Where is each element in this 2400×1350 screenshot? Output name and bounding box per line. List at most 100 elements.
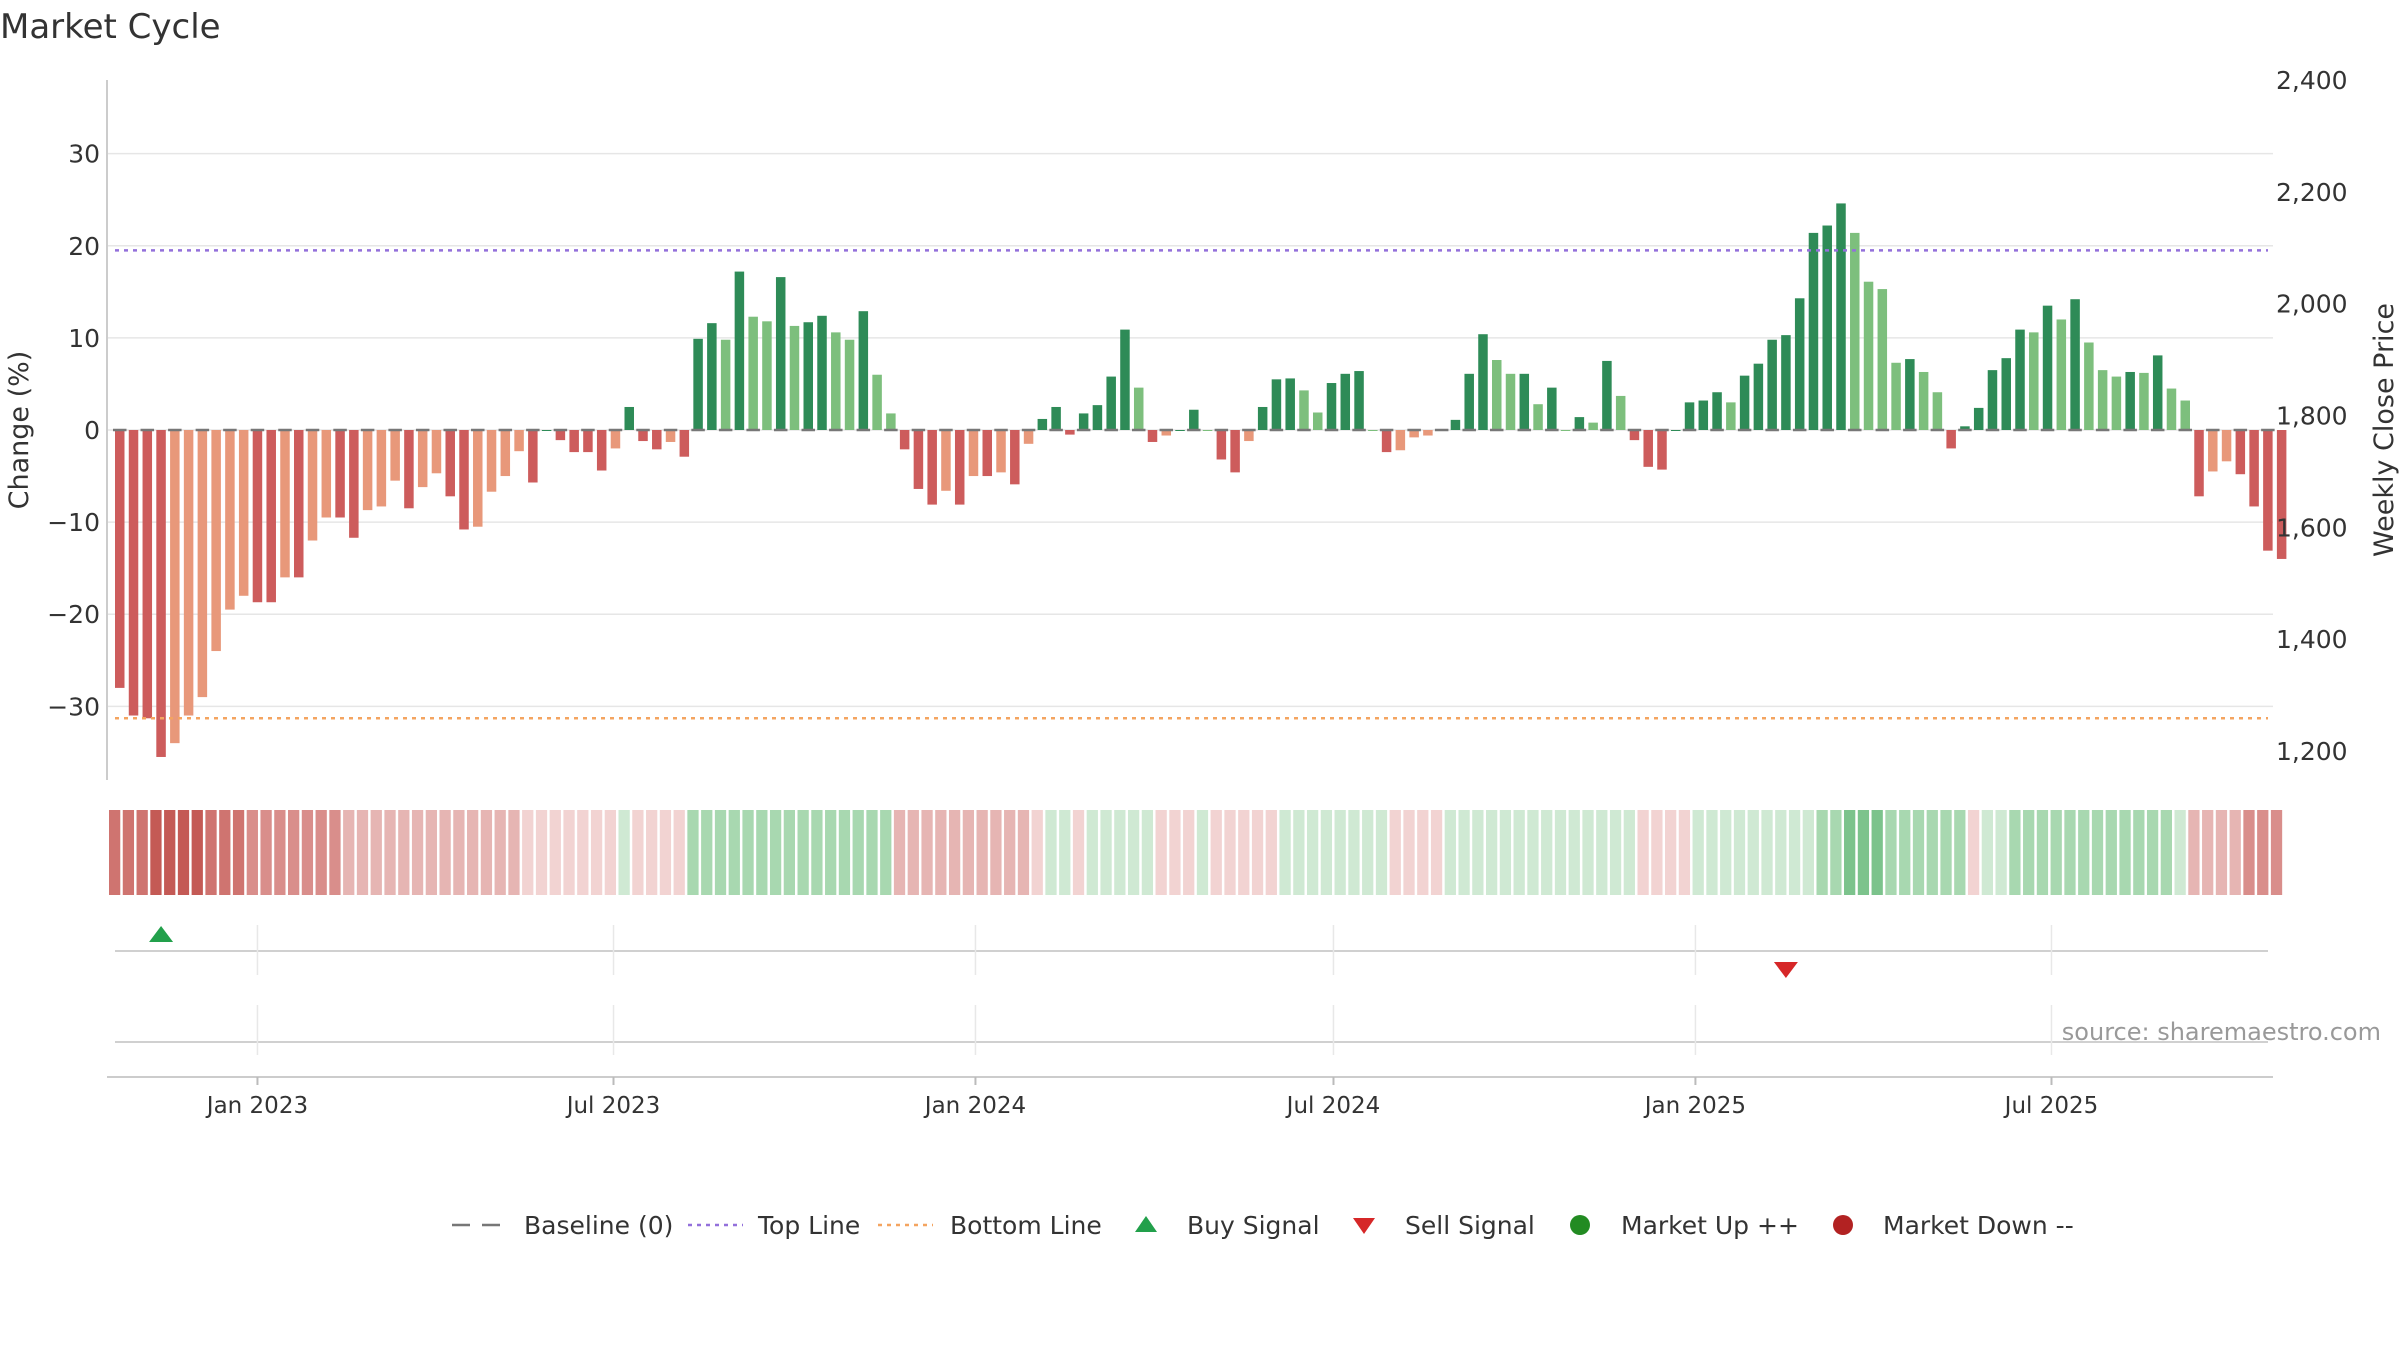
bar (2221, 430, 2232, 462)
heat-cell (1830, 810, 1842, 895)
heat-cell (122, 810, 135, 895)
bar (541, 430, 552, 431)
heat-cell (618, 810, 630, 895)
heat-cell (1238, 810, 1250, 895)
heat-cell (659, 810, 672, 895)
bar (307, 430, 318, 541)
right-tick-label: 1,600 (2276, 513, 2348, 542)
left-tick-label: −10 (47, 508, 100, 537)
bar (1051, 406, 1061, 430)
heat-cell (480, 810, 493, 895)
heat-cell (2270, 810, 2283, 895)
heat-cell (109, 810, 121, 895)
bar (514, 430, 524, 452)
bar (321, 430, 332, 518)
bar (982, 430, 993, 477)
right-tick-label: 1,800 (2276, 402, 2348, 431)
right-tick-label: 2,200 (2276, 178, 2348, 207)
heat-cell (1403, 810, 1415, 895)
bar (2042, 305, 2053, 430)
bar (1450, 419, 1461, 430)
bar (1285, 378, 1295, 430)
bar (1602, 360, 1612, 430)
bar (2056, 319, 2067, 430)
heat-cell (2215, 810, 2228, 895)
heat-cell (2119, 810, 2131, 895)
heat-cell (990, 810, 1002, 895)
bar (431, 430, 442, 474)
bar (1863, 281, 1874, 430)
change-bars (115, 203, 2287, 757)
bar (817, 315, 827, 430)
bar (1519, 373, 1530, 430)
bar (1574, 417, 1585, 430)
bar (445, 430, 455, 497)
heat-cell (274, 810, 286, 895)
bar (1464, 373, 1474, 430)
heat-cell (935, 810, 947, 895)
right-tick-label: 2,400 (2276, 66, 2348, 95)
heat-cell (288, 810, 300, 895)
bar (528, 430, 538, 483)
bar (762, 321, 772, 430)
heat-cell (714, 810, 727, 895)
heat-cell (1720, 810, 1732, 895)
bar (968, 430, 979, 477)
heat-cell (1334, 810, 1346, 895)
buy-signal-icon (1135, 1216, 1157, 1232)
heat-cell (1788, 810, 1801, 895)
heat-cell (2050, 810, 2062, 895)
heat-cell (1554, 810, 1567, 895)
bar (1932, 392, 1943, 430)
heat-cell (1348, 810, 1360, 895)
bar (2001, 358, 2011, 430)
heat-cell (1486, 810, 1498, 895)
heat-cell (522, 810, 534, 895)
bar (1657, 430, 1667, 470)
bar (486, 430, 497, 492)
bar (1133, 387, 1144, 430)
bar (610, 430, 621, 449)
heat-cell (728, 810, 740, 895)
heat-cell (439, 810, 451, 895)
bar (720, 339, 731, 430)
bar (1960, 426, 1970, 430)
heat-cell (1816, 810, 1828, 895)
heat-cell (1059, 810, 1071, 895)
heat-cell (1844, 810, 1856, 895)
heat-cell (1706, 810, 1718, 895)
heat-cell (563, 810, 575, 895)
x-tick-label: Jul 2023 (565, 1093, 661, 1119)
heat-cell (2023, 810, 2035, 895)
bar (2139, 372, 2149, 430)
x-axis-ticks: Jan 2023 Jul 2023 Jan 2024 Jul 2024 Jan 2025… (205, 1077, 2098, 1119)
bar (197, 430, 208, 698)
left-tick-label: 20 (68, 232, 100, 261)
bar (665, 430, 676, 442)
heat-cell (191, 810, 203, 895)
bar (362, 430, 373, 511)
bar (211, 430, 221, 652)
bar (170, 430, 180, 744)
bar (555, 430, 566, 441)
chart-title: Market Cycle (0, 7, 221, 47)
bar (1615, 395, 1626, 430)
bar (417, 430, 428, 488)
heat-cell (1417, 810, 1429, 895)
market-down-icon (1833, 1215, 1853, 1235)
heat-cell (577, 810, 589, 895)
signal-markers (149, 926, 1798, 978)
bar (1478, 334, 1488, 430)
bar (927, 430, 937, 505)
heat-cell (797, 810, 809, 895)
heat-cell (632, 810, 644, 895)
heat-cell (150, 810, 162, 895)
bar (1216, 430, 1227, 460)
bar (1312, 412, 1323, 430)
heat-cell (1045, 810, 1057, 895)
right-tick-label: 1,200 (2276, 737, 2348, 766)
bar (1794, 298, 1805, 430)
heat-cell (411, 810, 424, 895)
bar (2249, 430, 2259, 507)
buy-signal-marker (149, 926, 174, 942)
